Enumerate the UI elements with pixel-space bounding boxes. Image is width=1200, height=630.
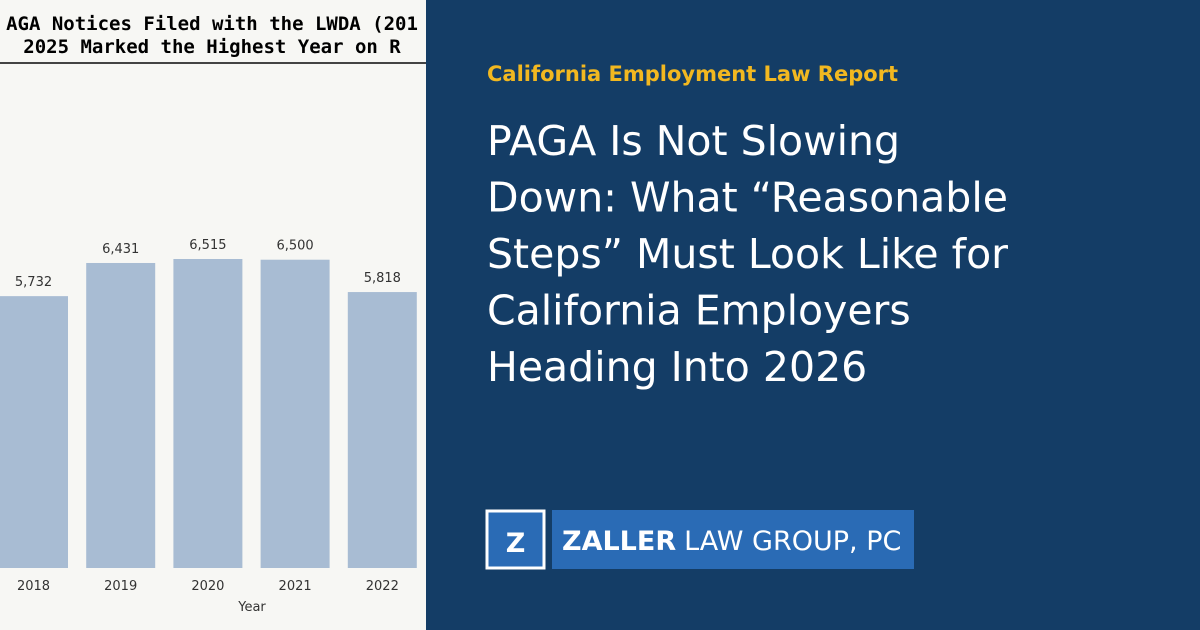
headline-line: Down: What “Reasonable [487,174,1008,222]
logo-mark-box [485,509,546,570]
value-label: 6,515 [189,238,226,253]
bar [0,296,68,568]
bar [173,259,243,568]
x-tick-label: 2021 [279,579,312,594]
value-label: 6,431 [102,242,139,257]
value-label: 6,500 [276,239,313,254]
x-axis-label: Year [237,600,266,615]
logo-text: ZALLER LAW GROUP, PC [562,526,901,557]
headline-line: PAGA Is Not Slowing [487,117,900,165]
logo-box [552,510,914,569]
x-tick-label: 2022 [366,579,399,594]
bar [347,292,417,568]
kicker: California Employment Law Report [487,62,898,86]
headline-line: Heading Into 2026 [487,343,867,391]
logo-mark: Z [506,528,526,559]
bar [260,259,330,568]
bar [86,262,156,568]
headline-line: Steps” Must Look Like for [487,230,1008,278]
headline-line: California Employers [487,287,911,335]
x-tick-label: 2018 [17,579,50,594]
value-label: 5,818 [364,271,401,286]
chart-title: 2025 Marked the Highest Year on R [23,36,401,58]
value-label: 5,732 [15,275,52,290]
x-tick-label: 2019 [104,579,137,594]
logo-suffix: LAW GROUP, PC [684,526,901,557]
chart-title: AGA Notices Filed with the LWDA (201 [6,13,418,35]
x-tick-label: 2020 [191,579,224,594]
logo-name: ZALLER [562,526,676,557]
